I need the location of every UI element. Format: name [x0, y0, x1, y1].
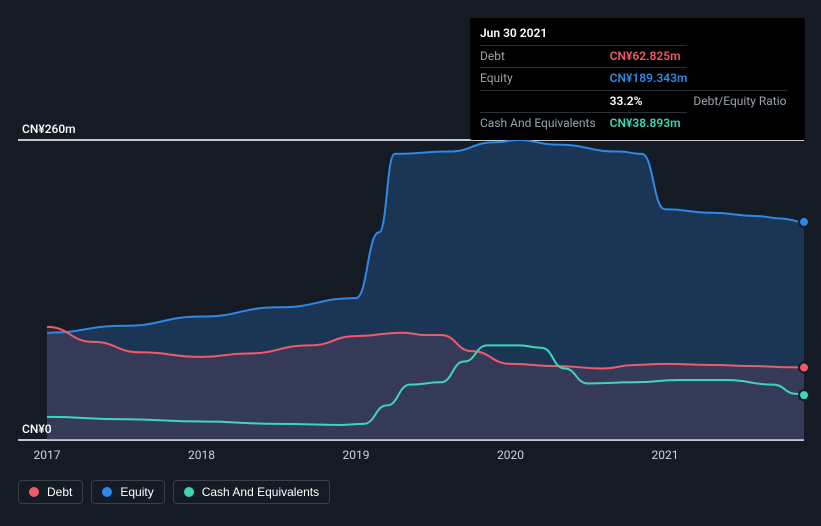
- legend-item-equity[interactable]: Equity: [91, 480, 164, 504]
- y-axis-top-label: CN¥260m: [22, 122, 76, 136]
- tooltip-row-label: Equity: [480, 68, 610, 90]
- chart-tooltip: Jun 30 2021 DebtCN¥62.825mEquityCN¥189.3…: [470, 18, 805, 140]
- legend-item-cash[interactable]: Cash And Equivalents: [173, 480, 330, 504]
- tooltip-row-value: 33.2%: [610, 90, 688, 112]
- tooltip-row-value: CN¥38.893m: [610, 112, 688, 134]
- tooltip-row-label: [480, 90, 610, 112]
- tooltip-title: Jun 30 2021: [480, 24, 795, 45]
- tooltip-row-value: CN¥189.343m: [610, 68, 688, 90]
- legend-item-debt[interactable]: Debt: [18, 480, 83, 504]
- tooltip-row-label: Debt: [480, 46, 610, 68]
- cash-marker: [799, 390, 809, 400]
- x-tick: 2018: [188, 448, 215, 462]
- legend-label: Equity: [120, 485, 153, 499]
- x-tick: 2021: [651, 448, 678, 462]
- legend-swatch: [184, 487, 194, 497]
- debt-marker: [799, 363, 809, 373]
- x-tick: 2017: [34, 448, 61, 462]
- equity-marker: [799, 217, 809, 227]
- legend-swatch: [29, 487, 39, 497]
- y-axis-bottom-label: CN¥0: [22, 422, 52, 436]
- tooltip-row-value: CN¥62.825m: [610, 46, 688, 68]
- legend-label: Cash And Equivalents: [202, 485, 319, 499]
- tooltip-row-label: Cash And Equivalents: [480, 112, 610, 134]
- chart-legend: Debt Equity Cash And Equivalents: [18, 480, 330, 504]
- legend-label: Debt: [47, 485, 72, 499]
- legend-swatch: [102, 487, 112, 497]
- tooltip-row-extra: Debt/Equity Ratio: [687, 90, 786, 112]
- x-tick: 2020: [497, 448, 524, 462]
- x-tick: 2019: [342, 448, 369, 462]
